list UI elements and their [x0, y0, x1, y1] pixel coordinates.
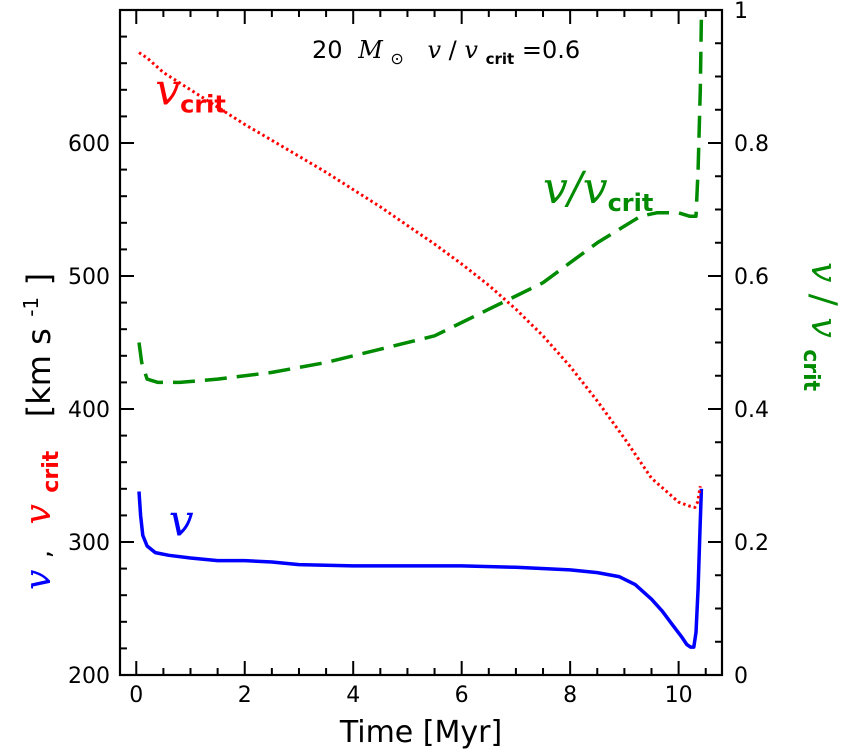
y-left-tick-label: 200 — [68, 664, 110, 689]
annotation-subscript: crit — [180, 90, 226, 118]
title-ratio-value: =0.6 — [522, 36, 580, 64]
ylabel-unit: [km s — [20, 328, 58, 417]
rlabel-v2: v — [803, 317, 844, 337]
chart-title: 20 M ⊙ v / v crit =0.6 — [312, 36, 580, 70]
ylabel-vcrit: v — [18, 504, 59, 524]
y-right-tick-label: 0.8 — [734, 132, 769, 157]
title-ratio-sub: crit — [486, 50, 515, 68]
svg-text:v / v crit: v / v crit — [798, 262, 844, 392]
y-right-tick-label: 0.6 — [734, 265, 769, 290]
x-tick-label: 0 — [129, 683, 143, 708]
x-tick-label: 10 — [665, 683, 693, 708]
annotation-main-text: v — [169, 495, 194, 546]
series-v — [137, 488, 704, 649]
y-right-tick-label: 0.4 — [734, 398, 769, 423]
ylabel-sep: , — [27, 550, 57, 558]
y-left-tick-label: 600 — [68, 132, 110, 157]
y-right-tick-label: 1 — [734, 0, 748, 24]
title-ratio-v2: v — [464, 36, 478, 64]
x-axis-label: Time [Myr] — [339, 715, 502, 750]
ylabel-vcrit-sub: crit — [39, 450, 64, 492]
series-v-crit — [138, 51, 702, 509]
rlabel-v: v — [803, 262, 844, 282]
title-sun-symbol: ⊙ — [390, 49, 403, 68]
annotation-label-2: v — [169, 495, 194, 546]
x-tick-label: 6 — [455, 683, 469, 708]
title-mass-unit: M — [357, 36, 384, 64]
right-y-axis-label: v / v crit — [798, 262, 844, 392]
rlabel-slash: / — [803, 294, 844, 307]
title-mass: 20 — [312, 36, 343, 64]
y-right-tick-label: 0.2 — [734, 531, 769, 556]
left-y-axis-label: v , v crit [km s -1 ] — [6, 273, 67, 590]
ylabel-unit-close: ] — [20, 273, 58, 285]
annotation-label-0: vcrit — [155, 64, 226, 118]
x-tick-label: 2 — [238, 683, 252, 708]
series-v-v-crit — [137, 16, 704, 385]
annotation-main-text: v/v — [543, 163, 608, 214]
title-ratio-slash: / — [449, 36, 458, 64]
rlabel-sub: crit — [798, 349, 823, 391]
ylabel-v: v — [18, 570, 59, 590]
annotation-label-1: v/vcrit — [543, 163, 653, 217]
y-left-tick-label: 400 — [68, 398, 110, 423]
axis-ticks: 0 2 4 6 8 10 200 300 400 500 600 0 0.2 0.4 0.6 0.8 1 — [68, 0, 769, 708]
title-ratio-v: v — [427, 36, 441, 64]
y-right-tick-label: 0 — [734, 664, 748, 689]
y-left-tick-label: 300 — [68, 531, 110, 556]
annotation-subscript: crit — [608, 189, 654, 217]
annotation-main-text: v — [155, 64, 180, 115]
x-tick-label: 8 — [563, 683, 577, 708]
ylabel-unit-exp: -1 — [19, 297, 43, 317]
series-layer — [137, 16, 704, 649]
x-tick-label: 4 — [346, 683, 360, 708]
svg-text:v , v crit: v , v crit [km s -1 ] — [6, 273, 67, 590]
y-left-tick-label: 500 — [68, 265, 110, 290]
